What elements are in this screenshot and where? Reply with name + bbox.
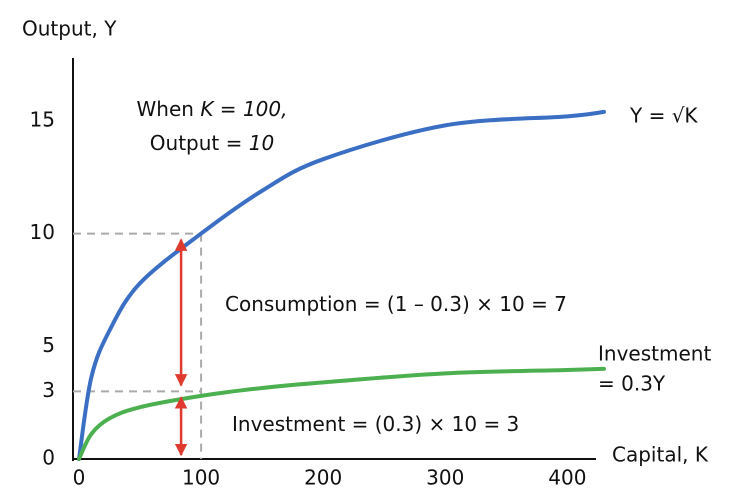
annotation: Consumption = (1 – 0.3) × 10 = 7 xyxy=(225,292,567,316)
y-axis-title: Output, Y xyxy=(22,17,117,41)
y-tick-label: 10 xyxy=(30,220,55,244)
series-label: = 0.3Y xyxy=(598,372,666,396)
annotation-part: = xyxy=(213,97,242,121)
x-tick-label: 0 xyxy=(73,466,86,490)
y-tick-label: 0 xyxy=(42,446,55,470)
x-tick-label: 100 xyxy=(182,466,220,490)
x-tick-label: 400 xyxy=(548,466,586,490)
annotation-part: Investment = (0.3) × 10 = 3 xyxy=(232,412,519,436)
annotation-part: Output = xyxy=(150,131,249,155)
y-tick-label: 5 xyxy=(42,333,55,357)
annotation-part: 100, xyxy=(243,97,288,121)
x-tick-label: 200 xyxy=(304,466,342,490)
curve xyxy=(77,366,606,461)
x-tick-label: 300 xyxy=(426,466,464,490)
annotation-part: Consumption = (1 – 0.3) × 10 = 7 xyxy=(225,292,567,316)
series-label: Investment xyxy=(598,342,711,366)
series-label: Y = √K xyxy=(629,104,698,128)
annotation: Output = 10 xyxy=(150,131,274,155)
annotation-part: K xyxy=(200,97,215,121)
curve xyxy=(77,109,606,461)
annotation-part: When xyxy=(137,97,201,121)
annotation-part: 10 xyxy=(249,131,274,155)
x-axis-title: Capital, K xyxy=(612,443,709,467)
y-tick-label: 3 xyxy=(42,378,55,402)
annotation: When K = 100, xyxy=(137,97,288,121)
y-tick-label: 15 xyxy=(30,107,55,131)
annotation: Investment = (0.3) × 10 = 3 xyxy=(232,412,519,436)
